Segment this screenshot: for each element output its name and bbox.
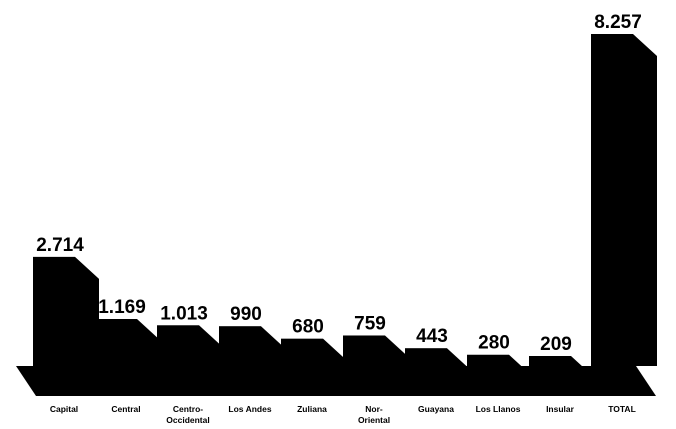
bar-side bbox=[633, 34, 657, 366]
bar-value-label: 759 bbox=[354, 313, 386, 334]
bar-value-label: 1.013 bbox=[160, 303, 208, 324]
chart-floor bbox=[16, 366, 656, 396]
bar bbox=[95, 318, 161, 366]
bar-front bbox=[219, 326, 261, 366]
category-label: Capital bbox=[50, 404, 78, 414]
category-label: Zuliana bbox=[297, 404, 327, 414]
bar-value-label: 990 bbox=[230, 304, 262, 325]
bar bbox=[33, 256, 99, 366]
category-label: Guayana bbox=[418, 404, 454, 414]
bar-front bbox=[281, 338, 323, 366]
bar-value-label: 209 bbox=[540, 334, 572, 355]
bar bbox=[157, 325, 223, 366]
bar-value-label: 443 bbox=[416, 326, 448, 347]
bar-front bbox=[157, 325, 199, 366]
bar-side bbox=[261, 326, 285, 366]
bar-side bbox=[509, 354, 533, 377]
bar-front bbox=[405, 348, 447, 366]
category-label: Centro-Occidental bbox=[166, 404, 209, 425]
bar bbox=[529, 356, 595, 378]
bar-front bbox=[591, 34, 633, 366]
bar bbox=[591, 34, 657, 366]
category-label: Central bbox=[111, 404, 140, 414]
category-label: Nor-Oriental bbox=[358, 404, 390, 425]
bar bbox=[343, 335, 409, 366]
bar bbox=[219, 326, 285, 366]
bar-side bbox=[385, 335, 409, 366]
bar-value-label: 8.257 bbox=[594, 12, 642, 33]
bar-side bbox=[323, 338, 347, 366]
bar-front bbox=[467, 354, 509, 366]
category-label: Los Llanos bbox=[476, 404, 521, 414]
bar bbox=[405, 348, 471, 371]
bar-side bbox=[199, 325, 223, 366]
bar-side bbox=[447, 348, 471, 371]
bar-front bbox=[95, 318, 137, 366]
category-label: TOTAL bbox=[608, 404, 636, 414]
bar-value-label: 680 bbox=[292, 317, 324, 338]
bar-side bbox=[571, 356, 595, 378]
bar-front bbox=[343, 335, 385, 366]
bar-front bbox=[529, 356, 571, 366]
bar-value-label: 2.714 bbox=[36, 235, 84, 256]
bar-value-label: 280 bbox=[478, 333, 510, 354]
category-label: Insular bbox=[546, 404, 575, 414]
bar-side bbox=[137, 318, 161, 366]
bar-front bbox=[33, 256, 75, 366]
bar bbox=[467, 354, 533, 377]
bar-side bbox=[75, 256, 99, 366]
bar-value-label: 1.169 bbox=[98, 297, 146, 318]
bar bbox=[281, 338, 347, 366]
category-label: Los Andes bbox=[228, 404, 271, 414]
